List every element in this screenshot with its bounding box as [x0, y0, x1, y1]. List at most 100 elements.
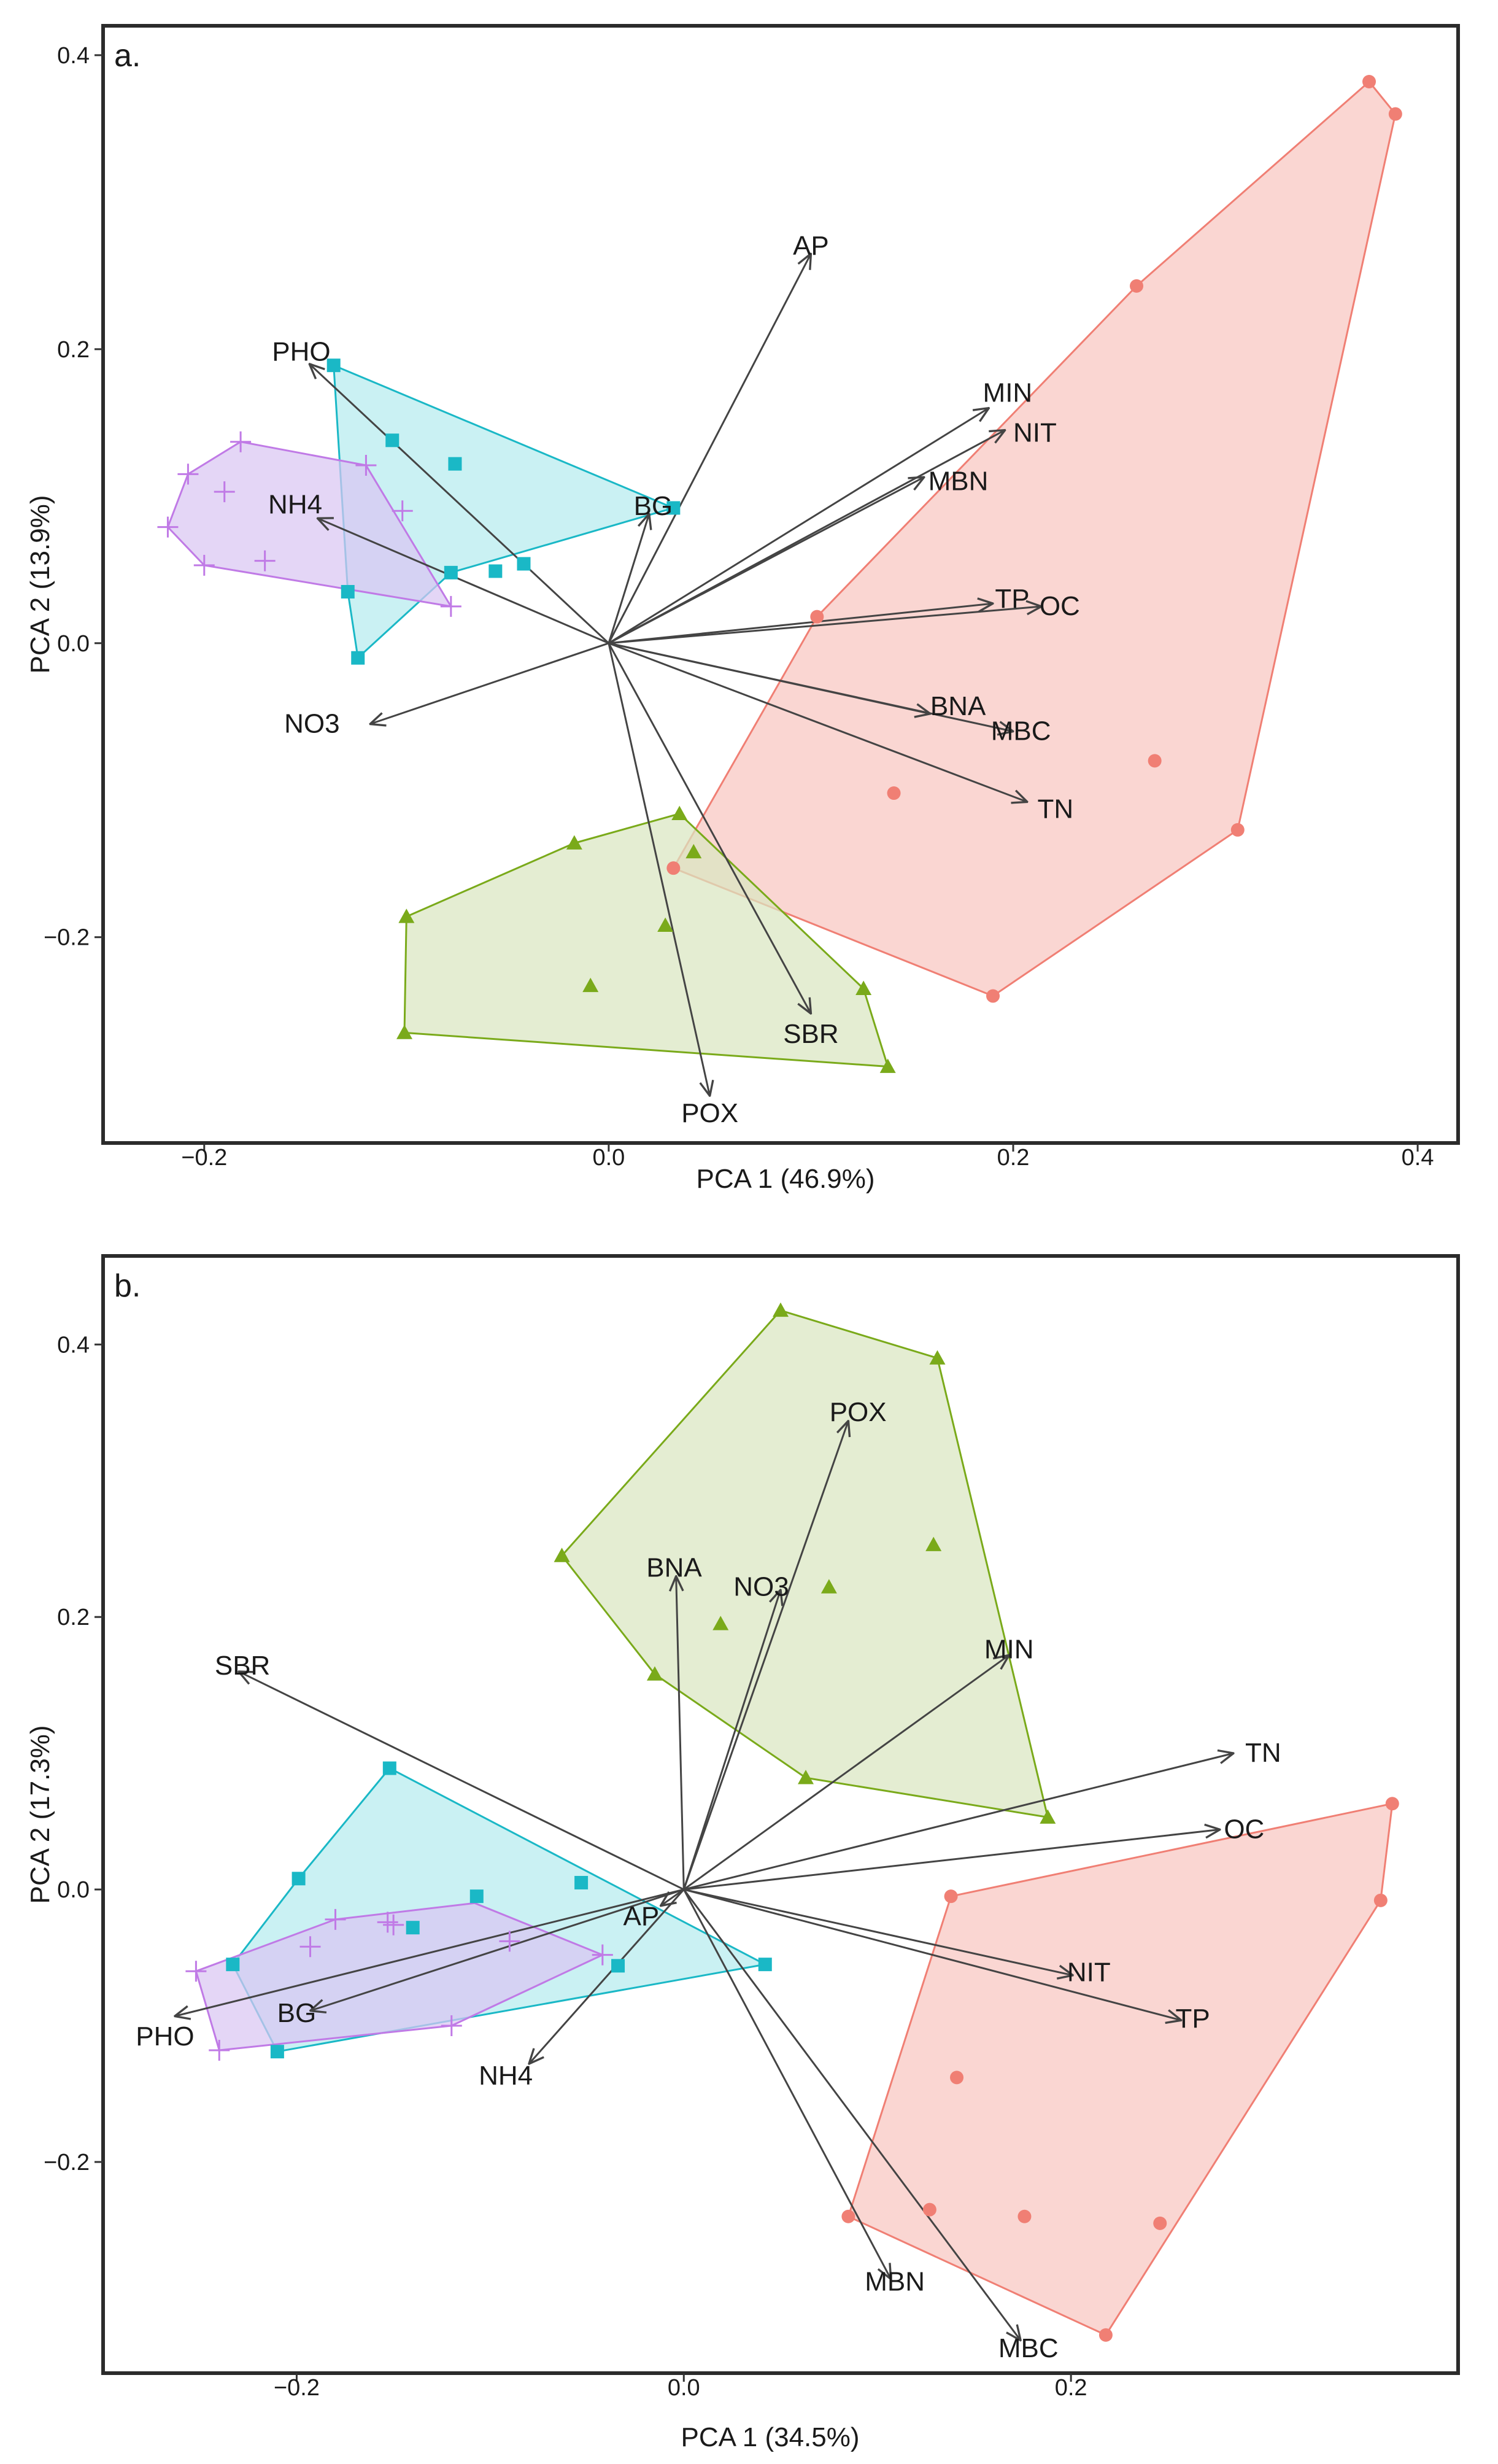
loading-arrow-mbc	[608, 642, 1013, 732]
loading-label-mbc: MBC	[998, 2333, 1059, 2363]
panel-a-label: a.	[114, 38, 141, 74]
loading-label-nh4: NH4	[479, 2061, 533, 2091]
point-red	[887, 786, 901, 800]
loading-arrow-tp	[683, 1888, 1181, 2020]
panel-b-hulls	[195, 1309, 1394, 2336]
panel-a-x-axis-title: PCA 1 (46.9%)	[696, 1164, 874, 1194]
loading-arrow-min	[683, 1655, 1009, 1891]
loading-arrow-nh4	[529, 1889, 685, 2064]
loading-arrow-tn	[683, 1753, 1234, 1891]
point-green	[657, 917, 674, 932]
panel-b-points	[185, 1302, 1399, 2342]
point-green	[582, 977, 599, 993]
loading-label-oc: OC	[1224, 1814, 1264, 1844]
point-cyan	[611, 1959, 625, 1973]
loading-label-no3: NO3	[284, 709, 339, 739]
loading-label-ap: AP	[624, 1901, 660, 1931]
point-cyan	[666, 501, 681, 515]
panel-b-loading-arrows	[175, 1421, 1234, 2341]
loading-label-bg: BG	[277, 1998, 317, 2028]
point-red	[1017, 2209, 1032, 2223]
point-cyan	[226, 1958, 240, 1972]
loading-label-sbr: SBR	[215, 1651, 270, 1681]
point-purple	[299, 1936, 321, 1958]
loading-arrow-mbn	[682, 1889, 891, 2279]
loading-arrow-mbc	[683, 1889, 1021, 2341]
loading-label-min: MIN	[983, 378, 1033, 408]
y-tick-label: 0.4	[57, 1332, 90, 1358]
point-red	[666, 861, 681, 875]
point-purple	[592, 1944, 613, 1966]
x-tick-label: −0.2	[181, 1145, 227, 1171]
point-purple	[383, 1914, 404, 1935]
point-purple	[230, 431, 252, 452]
loading-arrow-bg	[311, 1888, 684, 2011]
point-cyan	[469, 1889, 484, 1904]
point-cyan	[448, 457, 462, 471]
loading-label-nit: NIT	[1013, 417, 1057, 447]
y-tick-label: −0.2	[44, 925, 90, 951]
hull-green	[561, 1309, 1049, 1818]
panel-b-x-axis-title: PCA 1 (34.5%)	[681, 2422, 859, 2452]
loading-label-pox: POX	[681, 1098, 738, 1128]
point-red	[922, 2202, 936, 2217]
panel-b-label: b.	[114, 1268, 141, 1304]
loading-label-nh4: NH4	[268, 490, 322, 520]
point-purple	[185, 1961, 207, 1982]
point-cyan	[326, 358, 341, 373]
loading-label-no3: NO3	[733, 1571, 789, 1602]
loading-label-bna: BNA	[930, 691, 986, 721]
point-red	[841, 2209, 855, 2223]
point-purple	[214, 481, 235, 503]
point-green	[820, 1579, 837, 1594]
loading-arrow-no3	[682, 1590, 781, 1890]
y-tick-label: −0.2	[44, 2150, 90, 2175]
point-green	[396, 1025, 413, 1039]
loading-arrow-tp	[608, 603, 993, 645]
x-tick-label: 0.2	[1055, 2375, 1087, 2401]
panel-a-ticks: −0.2 0.0 0.2 0.4 −0.2 0.0 0.2 0.4	[44, 43, 1434, 1171]
point-cyan	[488, 564, 503, 578]
loading-label-pox: POX	[830, 1397, 887, 1427]
loading-label-pho: PHO	[272, 337, 330, 367]
x-tick-label: −0.2	[274, 2375, 320, 2401]
loading-label-bg: BG	[634, 491, 673, 521]
loading-label-tn: TN	[1038, 794, 1074, 824]
point-purple	[441, 2015, 462, 2037]
point-cyan	[758, 1958, 772, 1972]
point-purple	[355, 455, 377, 476]
point-green	[646, 1666, 663, 1681]
loading-label-mbn: MBN	[929, 466, 989, 496]
loading-label-tp: TP	[1175, 2004, 1210, 2034]
panel-a-points	[157, 75, 1402, 1073]
point-purple	[325, 1908, 346, 1930]
point-red	[1148, 754, 1162, 768]
panel-a-y-axis-title: PCA 2 (13.9%)	[25, 495, 55, 673]
point-green	[671, 805, 688, 820]
point-purple	[209, 2039, 230, 2061]
point-purple	[377, 1912, 398, 1933]
panel-b: b. −0.2 0.0 0.2 −0.2 0.0 0.2 0.4 POX BNA NO3 SBR M…	[25, 1254, 1460, 2452]
panel-a: a. −0.2 0.0 0.2 0.4 −0.2 0.0 0.2 0.4 AP PHO BG NH4…	[25, 24, 1460, 1194]
point-red	[1098, 2328, 1113, 2342]
loading-label-pho: PHO	[136, 2021, 194, 2051]
loading-arrow-pox	[682, 1421, 848, 1890]
point-green	[712, 1616, 729, 1630]
point-cyan	[574, 1875, 589, 1889]
point-purple	[157, 516, 179, 538]
y-tick-label: 0.0	[57, 1877, 90, 1903]
panel-a-frame	[101, 24, 1460, 1145]
point-purple	[440, 595, 461, 617]
point-cyan	[291, 1872, 306, 1886]
loading-label-oc: OC	[1040, 591, 1080, 621]
y-tick-label: 0.4	[57, 43, 90, 69]
point-cyan	[341, 584, 355, 599]
point-cyan	[406, 1921, 420, 1935]
loading-label-sbr: SBR	[783, 1019, 838, 1049]
panel-b-frame	[101, 1254, 1460, 2375]
y-tick-label: 0.2	[57, 337, 90, 363]
point-green	[879, 1058, 896, 1073]
point-cyan	[517, 557, 531, 571]
